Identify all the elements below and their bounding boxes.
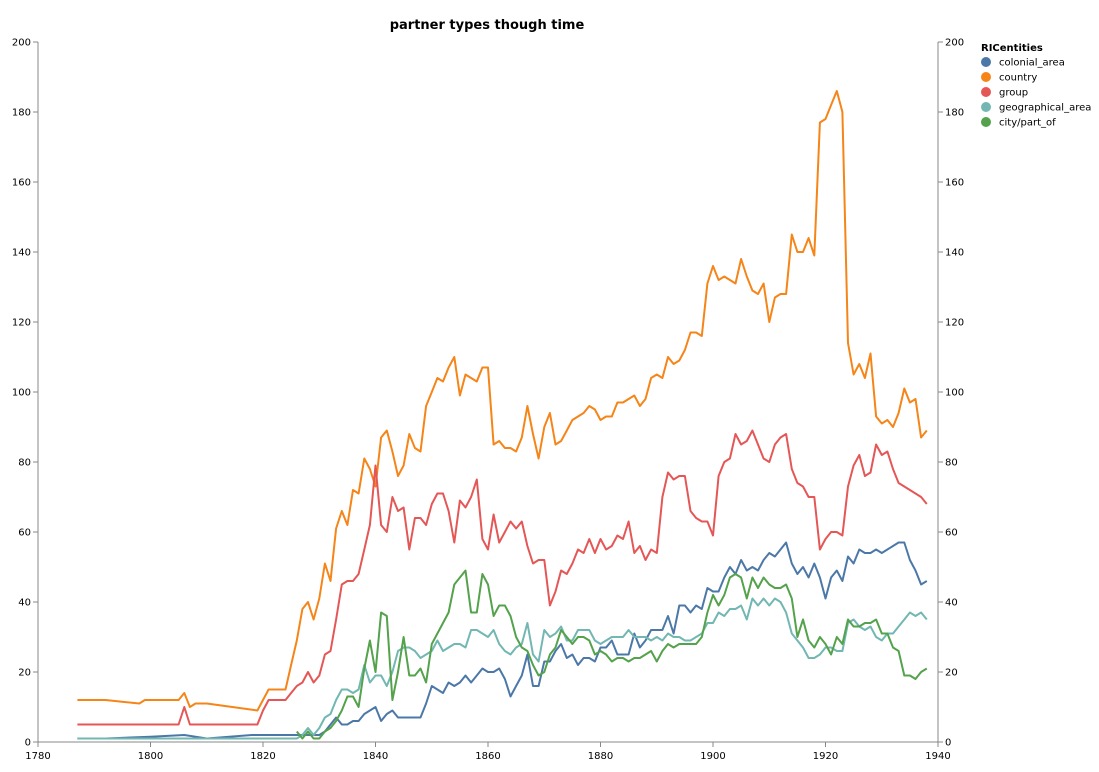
legend-swatch	[981, 102, 991, 112]
legend-title: RICentities	[981, 43, 1043, 54]
legend-label: group	[999, 88, 1028, 99]
y-tick-label-right: 60	[945, 528, 958, 539]
series-line-group	[77, 429, 928, 726]
x-tick-label: 1780	[25, 751, 50, 762]
x-tick-label: 1880	[588, 751, 613, 762]
series-line-city-part-of	[296, 569, 928, 740]
y-tick-label-right: 40	[945, 598, 958, 609]
series-lines	[77, 90, 928, 740]
x-tick-label: 1860	[475, 751, 500, 762]
y-tick-label-right: 140	[945, 248, 964, 259]
y-tick-label-left: 200	[12, 38, 31, 49]
y-tick-label-left: 160	[12, 178, 31, 189]
legend-label: country	[999, 73, 1037, 84]
x-tick-label: 1800	[138, 751, 163, 762]
y-tick-label-left: 80	[18, 458, 31, 469]
x-tick-label: 1840	[363, 751, 388, 762]
legend-swatch	[981, 57, 991, 67]
x-tick-label: 1920	[813, 751, 838, 762]
y-tick-label-right: 120	[945, 318, 964, 329]
y-tick-label-right: 20	[945, 668, 958, 679]
y-tick-label-right: 160	[945, 178, 964, 189]
legend-swatch	[981, 72, 991, 82]
series-line-colonial-area	[77, 541, 928, 740]
y-tick-label-left: 40	[18, 598, 31, 609]
y-tick-label-left: 120	[12, 318, 31, 329]
y-tick-label-right: 80	[945, 458, 958, 469]
x-tick-label: 1940	[925, 751, 950, 762]
legend-swatch	[981, 117, 991, 127]
y-tick-label-left: 20	[18, 668, 31, 679]
y-tick-label-left: 180	[12, 108, 31, 119]
axes: 0 0 20 20 40 40 60 60 80 80 100 100 120 120 140 140 160 1…	[12, 38, 964, 763]
series-line-geographical-area	[77, 597, 928, 740]
y-tick-label-right: 100	[945, 388, 964, 399]
y-tick-label-left: 0	[25, 738, 31, 749]
y-tick-label-right: 180	[945, 108, 964, 119]
y-tick-label-left: 100	[12, 388, 31, 399]
y-tick-label-left: 140	[12, 248, 31, 259]
x-tick-label: 1820	[250, 751, 275, 762]
y-tick-label-right: 0	[945, 738, 951, 749]
legend-label: colonial_area	[999, 58, 1065, 69]
y-tick-label-left: 60	[18, 528, 31, 539]
y-tick-label-right: 200	[945, 38, 964, 49]
series-line-country	[77, 90, 928, 712]
legend-label: geographical_area	[999, 103, 1091, 114]
x-tick-label: 1900	[700, 751, 725, 762]
legend-label: city/part_of	[999, 118, 1056, 129]
chart-title: partner types though time	[390, 18, 585, 33]
legend-swatch	[981, 87, 991, 97]
